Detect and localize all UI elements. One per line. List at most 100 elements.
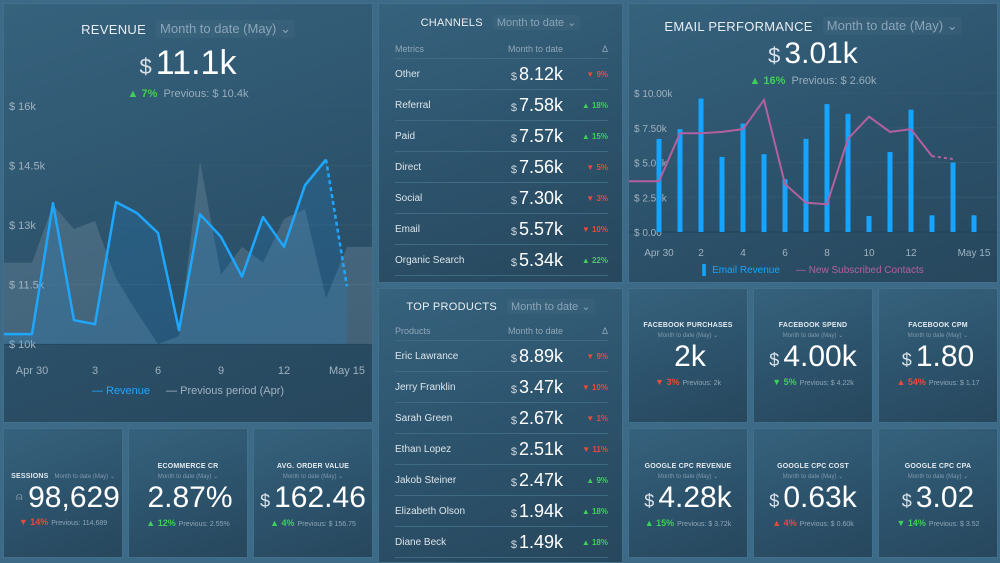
tile-delta: ▼ 3%Previous: 2k (629, 377, 747, 387)
value: 2.47k (519, 470, 563, 490)
period-dropdown[interactable]: Month to date (May) ⌄ (754, 332, 872, 339)
value: 7.58k (519, 95, 563, 115)
period-dropdown[interactable]: Month to date ⌄ (493, 15, 581, 30)
row-delta: ▼ 5% (563, 163, 608, 172)
row-value: $1.94k (473, 501, 563, 522)
value: 3.47k (519, 377, 563, 397)
row-value: $7.56k (473, 157, 563, 178)
col-header: Month to date (473, 326, 563, 336)
y-tick-label: $ 13k (9, 220, 36, 232)
table-row[interactable]: Eric Lawrance $8.89k ▼ 9% (395, 341, 608, 372)
table-row[interactable]: Paid $7.57k ▲ 15% (395, 121, 608, 152)
email-revenue-bar[interactable] (699, 99, 704, 232)
tile-title: ECOMMERCE CR (129, 463, 247, 470)
currency: $ (511, 384, 517, 396)
delta-percent: 14% (30, 517, 48, 527)
period-dropdown[interactable]: Month to date (May) ⌄ (754, 473, 872, 480)
value: 3.02 (916, 481, 974, 514)
row-label: Referral (395, 100, 473, 111)
table-row[interactable]: Ethan Lopez $2.51k ▼ 11% (395, 434, 608, 465)
table-row[interactable]: Other $8.12k ▼ 9% (395, 59, 608, 90)
channels-table: Metrics Month to date Δ Other $8.12k ▼ 9… (395, 39, 608, 276)
row-value: $2.51k (473, 439, 563, 460)
period-dropdown[interactable]: Month to date (May) ⌄ (54, 473, 114, 480)
delta-percent: 22% (592, 256, 608, 265)
email-revenue-bar[interactable] (867, 216, 872, 232)
up-arrow-icon: ▲ (645, 518, 654, 528)
email-revenue-bar[interactable] (846, 114, 851, 232)
email-revenue-bar[interactable] (804, 139, 809, 232)
delta-percent: 1% (596, 414, 608, 423)
tile-value: $4.00k (754, 340, 872, 374)
table-row[interactable]: Social $7.30k ▼ 3% (395, 183, 608, 214)
products-table: Products Month to date Δ Eric Lawrance $… (395, 321, 608, 558)
row-delta: ▲ 15% (563, 132, 608, 141)
row-label: Jakob Steiner (395, 475, 473, 486)
contacts-line (629, 100, 932, 204)
previous-value: Previous: 2k (682, 380, 721, 387)
table-row[interactable]: Referral $7.58k ▲ 18% (395, 90, 608, 121)
table-row[interactable]: Jakob Steiner $2.47k ▲ 9% (395, 465, 608, 496)
row-delta: ▼ 9% (563, 352, 608, 361)
tile-delta: ▲ 4%Previous: $ 156.75 (254, 518, 372, 528)
period-dropdown[interactable]: Month to date (May) ⌄ (629, 332, 747, 339)
delta-percent: 5% (784, 377, 797, 387)
table-row[interactable]: Direct $7.56k ▼ 5% (395, 152, 608, 183)
currency: $ (511, 133, 517, 145)
email-revenue-bar[interactable] (783, 179, 788, 232)
email-revenue-bar[interactable] (930, 215, 935, 232)
delta-percent: 14% (908, 518, 926, 528)
tile-delta: ▼ 14%Previous: $ 3.52 (879, 518, 997, 528)
email-revenue-bar[interactable] (825, 104, 830, 232)
email-revenue-bar[interactable] (888, 152, 893, 232)
value: 8.89k (519, 346, 563, 366)
delta-percent: 9% (596, 352, 608, 361)
period-dropdown[interactable]: Month to date (May) ⌄ (879, 473, 997, 480)
email-revenue-bar[interactable] (720, 157, 725, 232)
period-label: Month to date (May) (658, 474, 712, 480)
delta-percent: 18% (592, 507, 608, 516)
currency: $ (511, 102, 517, 114)
y-tick-label: $ 2.50k (634, 193, 668, 204)
email-revenue-bar[interactable] (972, 215, 977, 232)
previous-value: Previous: $ 156.75 (298, 521, 356, 528)
x-tick-label: 9 (218, 365, 224, 377)
table-row[interactable]: Diane Beck $1.49k ▲ 18% (395, 527, 608, 558)
table-row[interactable]: Organic Search $5.34k ▲ 22% (395, 245, 608, 276)
period-dropdown[interactable]: Month to date (May) ⌄ (879, 332, 997, 339)
tile-value: $3.02 (879, 481, 997, 515)
up-arrow-icon: ▲ (582, 101, 590, 110)
value: 7.30k (519, 188, 563, 208)
legend-contacts[interactable]: — New Subscribed Contacts (796, 265, 924, 276)
table-row[interactable]: Email $5.57k ▼ 10% (395, 214, 608, 245)
email-revenue-bar[interactable] (741, 124, 746, 232)
tile-title: GOOGLE CPC REVENUE (629, 463, 747, 470)
table-row[interactable]: Elizabeth Olson $1.94k ▲ 18% (395, 496, 608, 527)
value: 1.80 (916, 340, 974, 373)
value: 162.46 (274, 481, 366, 514)
tile-delta: ▲ 54%Previous: $ 1.17 (879, 377, 997, 387)
period-dropdown[interactable]: Month to date (May) ⌄ (629, 473, 747, 480)
email-revenue-bar[interactable] (762, 154, 767, 232)
legend-revenue[interactable]: — Revenue (92, 385, 150, 397)
period-dropdown[interactable]: Month to date (May) ⌄ (254, 473, 372, 480)
x-tick-label: 12 (905, 248, 917, 259)
table-row[interactable]: Sarah Green $2.67k ▼ 1% (395, 403, 608, 434)
tile-delta: ▼ 5%Previous: $ 4.22k (754, 377, 872, 387)
up-arrow-icon: ▲ (772, 518, 781, 528)
delta-percent: 9% (596, 70, 608, 79)
legend-email-revenue[interactable]: ▌ Email Revenue (702, 265, 780, 276)
email-revenue-bar[interactable] (678, 129, 683, 232)
email-revenue-bar[interactable] (951, 163, 956, 233)
legend-previous[interactable]: — Previous period (Apr) (166, 385, 284, 397)
row-value: $8.89k (473, 346, 563, 367)
email-revenue-bar[interactable] (909, 110, 914, 232)
table-row[interactable]: Jerry Franklin $3.47k ▼ 10% (395, 372, 608, 403)
period-dropdown[interactable]: Month to date ⌄ (507, 299, 595, 314)
period-dropdown[interactable]: Month to date (May) ⌄ (129, 473, 247, 480)
up-arrow-icon: ▲ (582, 132, 590, 141)
email-revenue-bar[interactable] (657, 139, 662, 232)
currency: $ (511, 508, 517, 520)
delta-percent: 11% (592, 445, 608, 454)
